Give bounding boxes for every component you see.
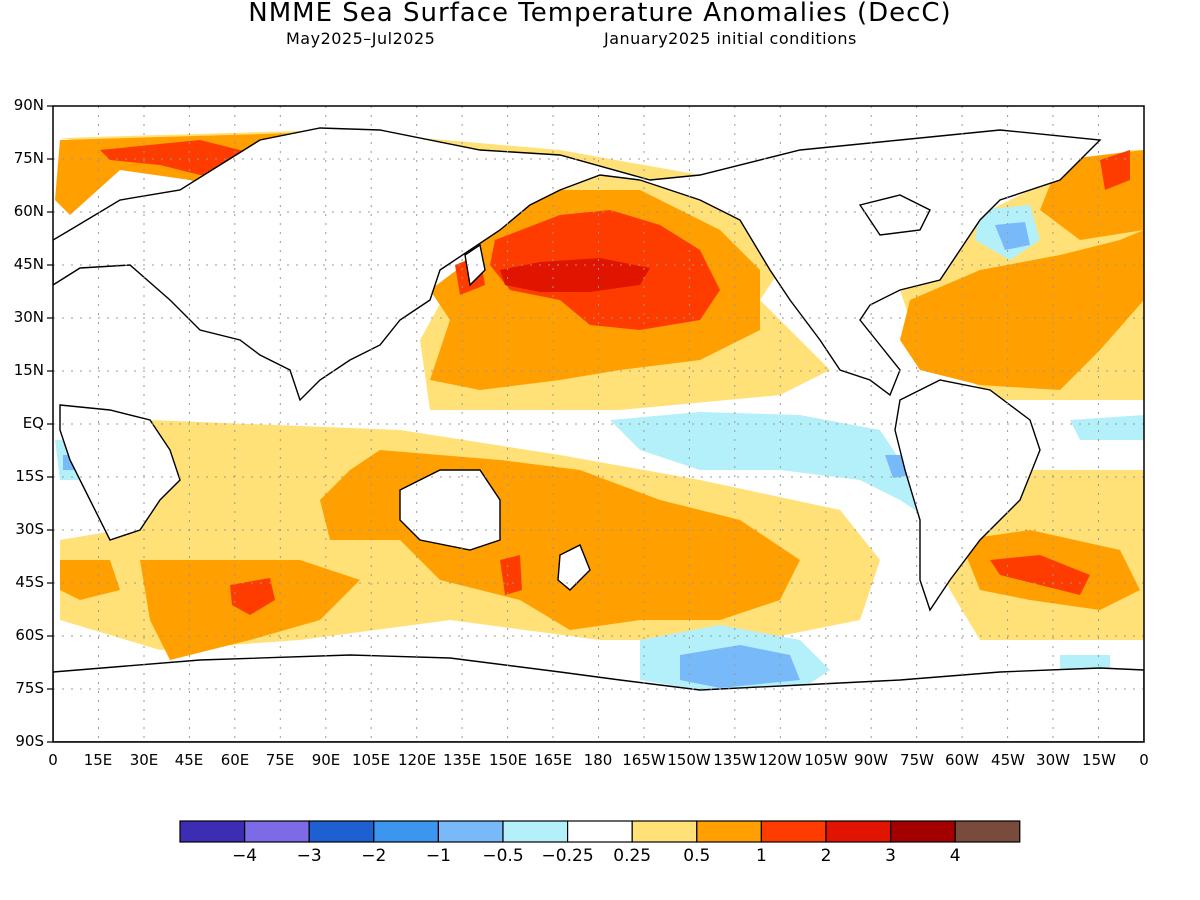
- colorbar-label: −2: [361, 846, 387, 866]
- lon-label: 60E: [220, 751, 250, 769]
- map-title: NMME Sea Surface Temperature Anomalies (…: [248, 0, 952, 28]
- colorbar-swatch: [631, 820, 698, 843]
- colorbar-swatch: [696, 820, 762, 843]
- lon-label: 150E: [488, 751, 528, 769]
- lon-label: 135E: [442, 751, 482, 769]
- forecast-period: May2025–Jul2025: [286, 29, 436, 48]
- lat-label: 15S: [15, 467, 44, 485]
- colorbar-label: 2: [820, 846, 832, 866]
- colorbar-swatch: [244, 820, 310, 843]
- map-field: [53, 106, 1144, 742]
- lon-label: 0: [1139, 751, 1149, 769]
- lat-label: 75N: [13, 149, 44, 167]
- lon-label: 45E: [174, 751, 204, 769]
- lon-label: 165W: [622, 751, 666, 769]
- colorbar-swatch: [179, 820, 246, 843]
- lon-label: 180: [583, 751, 613, 769]
- colorbar-swatch: [502, 820, 569, 843]
- lat-label: 90S: [15, 732, 44, 750]
- lon-label: 120W: [758, 751, 802, 769]
- colorbar-swatch: [760, 820, 827, 843]
- lon-label: 75E: [265, 751, 295, 769]
- lat-label: 30N: [13, 308, 44, 326]
- colorbar-swatch: [373, 820, 439, 843]
- colorbar-label: −4: [232, 846, 258, 866]
- lon-label: 135W: [713, 751, 757, 769]
- lon-label: 105W: [804, 751, 848, 769]
- lon-label: 165E: [533, 751, 573, 769]
- axis-ticks: [47, 105, 53, 743]
- lon-label: 30E: [129, 751, 159, 769]
- lon-label: 150W: [667, 751, 711, 769]
- colorbar-swatch: [308, 820, 375, 843]
- lat-label: 90N: [13, 96, 44, 114]
- lat-label: 45S: [15, 573, 44, 591]
- lon-label: 120E: [397, 751, 437, 769]
- lon-label: 105E: [351, 751, 391, 769]
- colorbar-label: 1: [755, 846, 767, 866]
- lat-label: 30S: [15, 520, 44, 538]
- lat-label: 75S: [15, 679, 44, 697]
- colorbar-label: −0.5: [482, 846, 524, 866]
- anomaly-2-3: [500, 258, 650, 292]
- colorbar-label: 0.5: [683, 846, 711, 866]
- colorbar-label: 4: [949, 846, 961, 866]
- lat-label: 45N: [13, 255, 44, 273]
- lon-label: 45W: [991, 751, 1025, 769]
- initial-conditions: January2025 initial conditions: [604, 29, 857, 48]
- land-outline: [53, 127, 1144, 742]
- lat-label: EQ: [22, 414, 44, 432]
- colorbar-label: 0.25: [613, 846, 652, 866]
- lon-label: 90E: [311, 751, 341, 769]
- lon-label: 75W: [900, 751, 934, 769]
- lat-label: 60N: [13, 202, 44, 220]
- gridlines: [53, 106, 1144, 742]
- colorbar-label: −1: [425, 846, 451, 866]
- lon-label: 0: [48, 751, 58, 769]
- colorbar-swatch: [566, 820, 633, 843]
- lat-label: 15N: [13, 361, 44, 379]
- colorbar-label: −3: [296, 846, 322, 866]
- colorbar-swatch: [954, 820, 1021, 843]
- lon-label: 90W: [854, 751, 888, 769]
- colorbar-label: −0.25: [541, 846, 594, 866]
- lon-label: 15W: [1082, 751, 1116, 769]
- colorbar: [179, 820, 1021, 843]
- lon-label: 30W: [1036, 751, 1070, 769]
- colorbar-label: 3: [885, 846, 897, 866]
- colorbar-swatch: [437, 820, 504, 843]
- lon-label: 15E: [83, 751, 113, 769]
- lat-label: 60S: [15, 626, 44, 644]
- colorbar-swatch: [889, 820, 956, 843]
- colorbar-swatch: [825, 820, 892, 843]
- lon-label: 60W: [945, 751, 979, 769]
